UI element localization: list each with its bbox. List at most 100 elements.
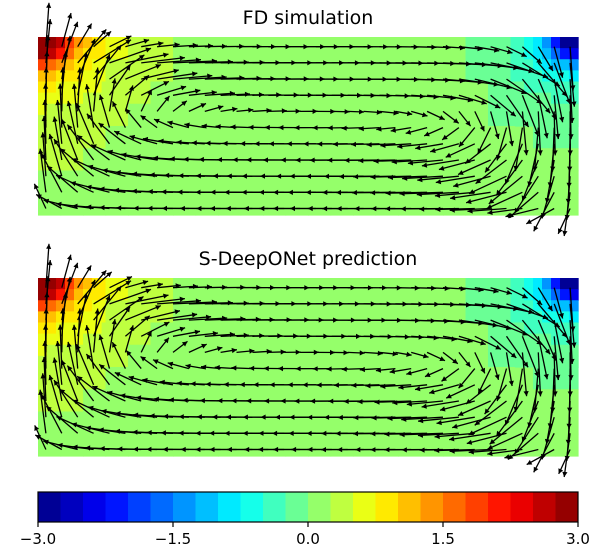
pressure-cell-fine [83, 278, 93, 290]
pressure-cell-fine [551, 37, 561, 49]
pressure-cell [128, 433, 152, 457]
pressure-cell [128, 126, 152, 149]
pressure-cell-fine [533, 114, 543, 127]
pressure-cell [308, 367, 332, 390]
pressure-cell [240, 103, 264, 127]
panel-title-sdeeponet: S-DeepONet prediction [199, 248, 418, 270]
velocity-arrow [445, 384, 476, 399]
pressure-cell [443, 81, 467, 105]
velocity-arrow [140, 89, 153, 112]
velocity-arrow [156, 85, 187, 96]
pressure-cell [488, 148, 512, 172]
pressure-cell-fine [560, 333, 570, 346]
velocity-arrow [407, 159, 444, 166]
pressure-cell-fine [560, 48, 570, 60]
pressure-cell-fine [65, 355, 75, 368]
pressure-cell [488, 367, 512, 390]
pressure-cell-fine [47, 114, 57, 127]
pressure-cell-fine [83, 103, 93, 116]
pressure-cell-fine [515, 48, 525, 60]
colorbar-level [510, 492, 534, 522]
pressure-cell [240, 433, 264, 457]
pressure-cell-fine [551, 355, 561, 368]
colorbar-level [218, 492, 241, 522]
pressure-cell-fine [56, 59, 66, 71]
velocity-arrow [490, 287, 512, 295]
pressure-cell-fine [74, 278, 84, 290]
velocity-arrow [506, 287, 528, 299]
pressure-cell-fine [560, 81, 570, 94]
pressure-cell-fine [569, 70, 579, 83]
velocity-arrow [93, 39, 132, 64]
panel-title-fd: FD simulation [243, 7, 374, 29]
velocity-arrow [98, 122, 126, 145]
pressure-cell [150, 192, 174, 216]
velocity-arrow [59, 147, 95, 177]
velocity-arrow [75, 344, 95, 386]
pressure-cell [330, 411, 354, 435]
velocity-arrow [505, 335, 529, 368]
velocity-arrow [55, 99, 63, 144]
velocity-arrow [505, 352, 514, 387]
pressure-cell [465, 389, 489, 413]
velocity-arrow [188, 102, 207, 112]
velocity-arrow [553, 78, 565, 123]
pressure-cell-fine [83, 311, 93, 324]
velocity-arrow [38, 389, 47, 434]
velocity-arrow [114, 371, 142, 386]
pressure-cell [308, 170, 332, 194]
velocity-arrow [41, 115, 47, 161]
velocity-arrow [76, 134, 110, 161]
pressure-cell [285, 300, 309, 324]
colorbar-level [285, 492, 309, 522]
pressure-cell [285, 126, 309, 149]
velocity-arrow [521, 352, 529, 397]
velocity-arrow [93, 285, 122, 321]
velocity-arrow [77, 265, 92, 289]
velocity-arrow [557, 208, 571, 235]
pressure-cell-fine [92, 333, 102, 346]
velocity-arrow [474, 46, 500, 53]
velocity-arrow [184, 122, 205, 129]
colorbar-level [240, 492, 264, 522]
pressure-cell-fine [560, 355, 570, 368]
pressure-cell-fine [533, 37, 543, 49]
colorbar-tick-label: 3.0 [566, 530, 590, 548]
pressure-cell [420, 367, 444, 390]
pressure-cell [420, 126, 444, 149]
velocity-arrow [435, 206, 475, 212]
pressure-cell [308, 81, 332, 105]
pressure-cell-fine [533, 70, 543, 83]
pressure-cell [263, 59, 287, 83]
pressure-cell [555, 148, 579, 172]
velocity-arrow [157, 71, 198, 80]
velocity-arrow [98, 363, 126, 386]
velocity-arrow [429, 384, 460, 395]
pressure-cell-fine [92, 355, 102, 368]
pressure-cell [330, 103, 354, 127]
velocity-arrow [92, 308, 100, 353]
velocity-arrow [458, 110, 472, 127]
velocity-arrow [468, 448, 507, 455]
pressure-cell [38, 411, 62, 435]
velocity-arrow [284, 349, 301, 355]
pressure-cell-fine [47, 333, 57, 346]
pressure-cell [285, 367, 309, 390]
pressure-cell [488, 389, 512, 413]
velocity-arrow [414, 384, 444, 392]
pressure-cell [510, 367, 534, 390]
velocity-arrow [484, 384, 508, 415]
pressure-cell [330, 81, 354, 105]
pressure-cell-fine [47, 322, 57, 335]
velocity-arrow [71, 324, 79, 369]
pressure-cell-fine [542, 37, 552, 49]
pressure-cell [330, 170, 354, 194]
pressure-cell-fine [47, 92, 57, 105]
velocity-arrow [441, 368, 460, 382]
pressure-cell-fine [533, 103, 543, 116]
velocity-arrow [389, 367, 412, 374]
pressure-cell-fine [551, 278, 561, 290]
pressure-cell-fine [65, 48, 75, 60]
velocity-arrow [172, 73, 213, 80]
pressure-cell [218, 170, 242, 194]
